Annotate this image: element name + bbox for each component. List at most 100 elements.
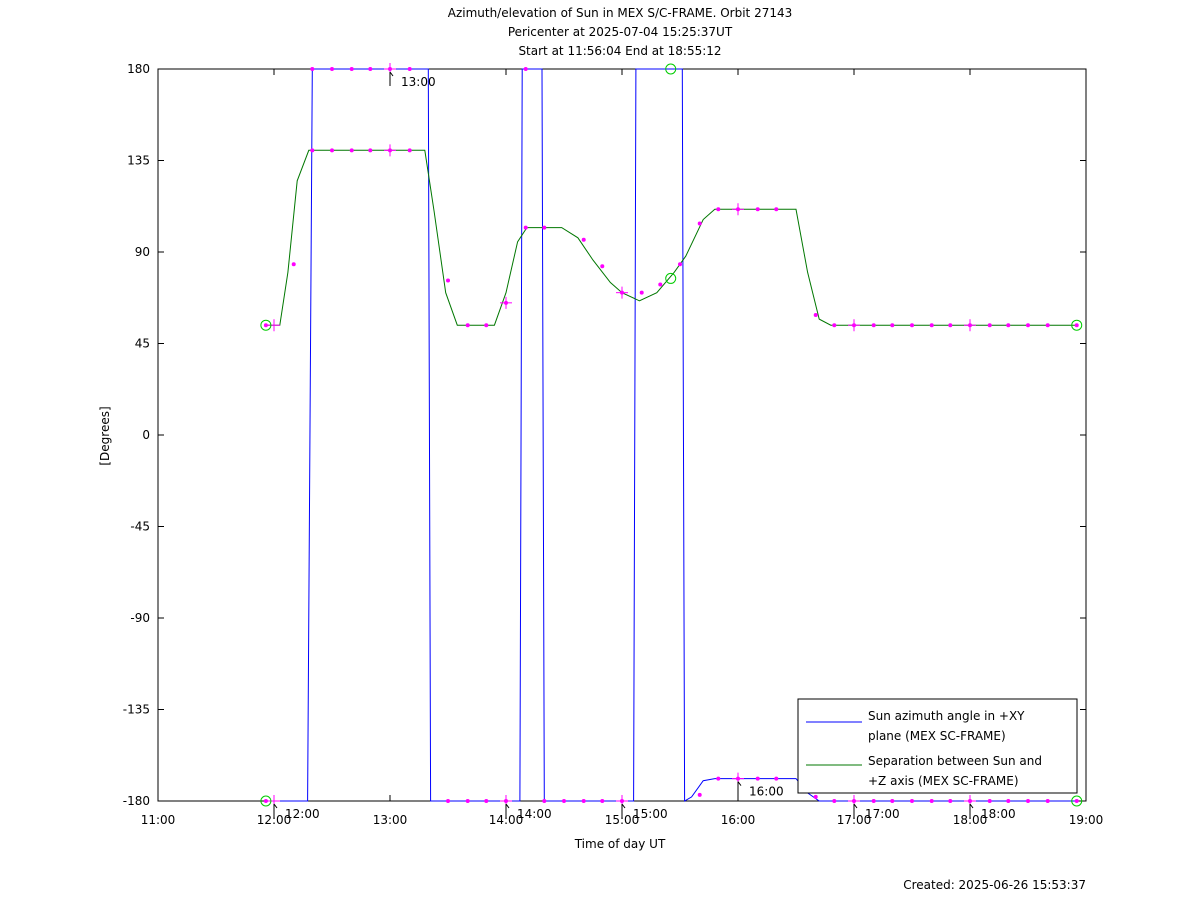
- event-circle-marker: [1071, 319, 1083, 331]
- data-point-marker: [948, 799, 953, 803]
- data-point-marker: [929, 799, 934, 803]
- data-point-marker: [639, 290, 644, 295]
- event-circle-marker: [260, 795, 272, 807]
- data-point-marker: [562, 799, 566, 803]
- legend-label-azimuth-line-2: plane (MEX SC-FRAME): [868, 729, 1006, 743]
- data-point-marker: [310, 148, 315, 153]
- data-point-marker: [465, 799, 470, 803]
- data-point-marker: [484, 799, 489, 803]
- event-circle-marker: [665, 272, 677, 284]
- annotation-arrow-head: [853, 803, 858, 809]
- data-point-marker: [910, 323, 914, 328]
- data-point-marker: [263, 323, 268, 328]
- series-lines: [265, 68, 1077, 802]
- data-point-marker: [1026, 323, 1030, 328]
- x-tick-label: 18:00: [953, 813, 988, 827]
- created-timestamp: Created: 2025-06-26 15:53:37: [903, 878, 1086, 892]
- event-circle-marker: [1071, 795, 1083, 807]
- data-point-marker: [465, 323, 470, 328]
- data-point-marker: [929, 323, 934, 328]
- x-tick-label: 13:00: [373, 813, 408, 827]
- data-point-marker: [987, 799, 992, 803]
- data-point-marker: [446, 278, 450, 283]
- markers: [260, 63, 1083, 807]
- y-tick-label: 135: [127, 154, 150, 168]
- legend-label-separation-line-1: Separation between Sun and: [868, 754, 1042, 768]
- data-point-marker: [813, 794, 818, 799]
- x-axis-label: Time of day UT: [574, 837, 666, 851]
- data-point-marker: [263, 799, 268, 803]
- data-point-marker: [716, 776, 721, 781]
- data-point-marker: [1074, 799, 1079, 803]
- legend-label-separation-line-2: +Z axis (MEX SC-FRAME): [868, 774, 1019, 788]
- legend-box: [797, 698, 1078, 794]
- x-axis: 11:00 12:00 13:00 14:00 15:00 16:00 17:00 18:00…: [141, 69, 1104, 827]
- title-line-3: Start at 11:56:04 End at 18:55:12: [518, 44, 721, 58]
- event-circle-marker: [260, 319, 272, 331]
- x-tick-label: 19:00: [1069, 813, 1104, 827]
- data-point-marker: [368, 67, 373, 71]
- data-point-marker: [523, 225, 528, 230]
- annotation-label: 16:00: [749, 785, 784, 799]
- data-point-marker: [890, 799, 895, 803]
- data-point-marker: [832, 799, 837, 803]
- data-point-marker: [678, 262, 682, 267]
- data-point-marker: [1006, 799, 1011, 803]
- data-point-marker: [310, 67, 315, 71]
- title-line-1: Azimuth/elevation of Sun in MEX S/C-FRAM…: [448, 6, 793, 20]
- data-point-marker: [600, 799, 605, 803]
- annotation-label: 15:00: [633, 807, 668, 821]
- data-point-marker: [755, 207, 760, 212]
- data-point-marker: [523, 67, 528, 71]
- data-point-marker: [407, 67, 412, 71]
- x-tick-label: 16:00: [721, 813, 756, 827]
- data-point-marker: [349, 67, 354, 71]
- data-point-marker: [330, 148, 334, 153]
- legend: Sun azimuth angle in +XY plane (MEX SC-F…: [797, 698, 1078, 794]
- plot-area: [157, 68, 1087, 802]
- y-axis: 180 135 90 45 0 -45 -90 -135 -180: [123, 62, 1086, 808]
- data-point-marker: [1074, 323, 1079, 328]
- y-tick-label: 45: [135, 337, 150, 351]
- y-tick-label: -135: [123, 703, 150, 717]
- annotation-arrow-head: [621, 803, 626, 809]
- annotation-arrow-head: [273, 803, 278, 809]
- data-point-marker: [581, 237, 586, 242]
- data-point-marker: [581, 799, 586, 803]
- data-point-marker: [484, 323, 489, 328]
- data-point-marker: [542, 225, 547, 230]
- data-point-marker: [697, 221, 702, 226]
- y-tick-label: 90: [135, 245, 150, 259]
- data-point-marker: [1006, 323, 1011, 328]
- data-point-marker: [407, 148, 412, 153]
- x-tick-label: 12:00: [257, 813, 292, 827]
- data-point-marker: [813, 313, 818, 318]
- annotation-label: 17:00: [865, 807, 900, 821]
- legend-label-azimuth-line-1: Sun azimuth angle in +XY: [868, 709, 1025, 723]
- data-point-marker: [446, 799, 450, 803]
- y-tick-label: 180: [127, 62, 150, 76]
- y-tick-label: 0: [142, 428, 150, 442]
- data-point-marker: [658, 282, 663, 287]
- title-line-2: Pericenter at 2025-07-04 15:25:37UT: [508, 25, 733, 39]
- data-point-marker: [291, 262, 296, 267]
- y-axis-label: [Degrees]: [98, 406, 112, 465]
- data-point-marker: [871, 799, 876, 803]
- data-point-marker: [330, 67, 334, 71]
- y-tick-label: -180: [123, 794, 150, 808]
- data-point-marker: [871, 323, 876, 328]
- data-point-marker: [1045, 799, 1050, 803]
- series-line-azimuth: [265, 68, 1077, 802]
- data-point-marker: [349, 148, 354, 153]
- annotation-label: 18:00: [981, 807, 1016, 821]
- data-point-marker: [774, 207, 779, 212]
- data-point-marker: [368, 148, 373, 153]
- data-point-marker: [832, 323, 837, 328]
- series-line-separation: [265, 149, 1077, 326]
- hour-annotations: 12:00 13:00 14:00 15:00 16:00 17:00 18:00: [273, 71, 1016, 821]
- data-point-marker: [542, 799, 547, 803]
- annotation-arrow-head: [737, 781, 742, 786]
- x-tick-label: 17:00: [837, 813, 872, 827]
- data-point-marker: [716, 207, 721, 212]
- x-tick-label: 14:00: [489, 813, 524, 827]
